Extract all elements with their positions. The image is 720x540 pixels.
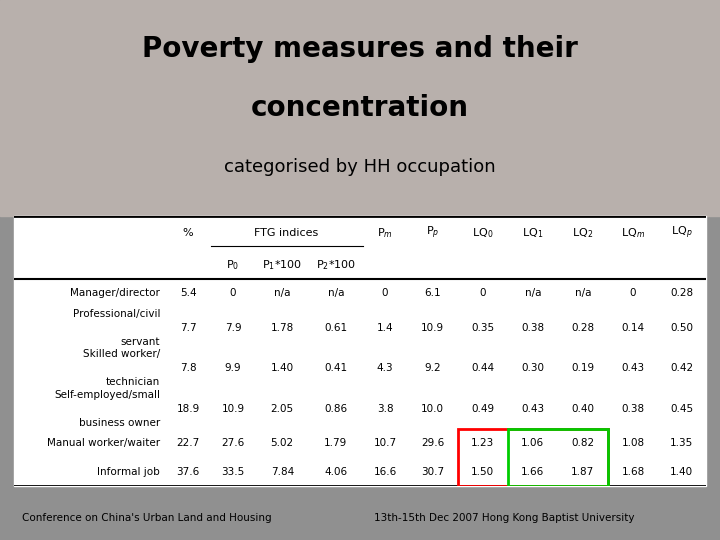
Text: 0.44: 0.44 [471, 363, 494, 373]
Text: 1.79: 1.79 [324, 438, 348, 448]
Text: n/a: n/a [328, 288, 344, 298]
Text: 10.9: 10.9 [421, 323, 444, 333]
Text: LQ$_m$: LQ$_m$ [621, 226, 645, 240]
Text: business owner: business owner [78, 417, 160, 428]
Text: P$_p$: P$_p$ [426, 225, 439, 241]
Text: n/a: n/a [575, 288, 591, 298]
Text: 29.6: 29.6 [421, 438, 444, 448]
Text: n/a: n/a [525, 288, 541, 298]
Text: 0.28: 0.28 [572, 323, 595, 333]
Text: 1.35: 1.35 [670, 438, 693, 448]
Text: P$_m$: P$_m$ [377, 226, 393, 240]
Text: concentration: concentration [251, 94, 469, 122]
Text: 0.19: 0.19 [572, 363, 595, 373]
Text: LQ$_2$: LQ$_2$ [572, 226, 593, 240]
Text: 27.6: 27.6 [221, 438, 245, 448]
Text: 13th-15th Dec 2007 Hong Kong Baptist University: 13th-15th Dec 2007 Hong Kong Baptist Uni… [374, 514, 635, 523]
Text: 0: 0 [382, 288, 388, 298]
Text: 0.86: 0.86 [324, 404, 347, 414]
Text: LQ$_1$: LQ$_1$ [522, 226, 544, 240]
Text: 18.9: 18.9 [176, 404, 199, 414]
Text: technician: technician [106, 377, 160, 387]
Text: 1.87: 1.87 [571, 467, 595, 477]
Text: 1.68: 1.68 [621, 467, 644, 477]
Text: 7.7: 7.7 [180, 323, 197, 333]
Text: 5.02: 5.02 [271, 438, 294, 448]
Text: 0.61: 0.61 [324, 323, 347, 333]
Text: 10.9: 10.9 [222, 404, 245, 414]
Text: Manual worker/waiter: Manual worker/waiter [47, 438, 160, 448]
Text: 0.41: 0.41 [324, 363, 347, 373]
Text: 1.4: 1.4 [377, 323, 393, 333]
Text: 0.30: 0.30 [521, 363, 544, 373]
Text: 1.40: 1.40 [670, 467, 693, 477]
Text: 0.45: 0.45 [670, 404, 693, 414]
Text: 0: 0 [480, 288, 486, 298]
Text: 10.0: 10.0 [421, 404, 444, 414]
Text: 33.5: 33.5 [221, 467, 245, 477]
Text: 0.35: 0.35 [471, 323, 494, 333]
Text: P$_0$: P$_0$ [226, 258, 240, 272]
Text: Conference on China's Urban Land and Housing: Conference on China's Urban Land and Hou… [22, 514, 271, 523]
Text: %: % [183, 228, 194, 238]
Text: 0.43: 0.43 [521, 404, 544, 414]
Bar [458, 429, 608, 486]
Text: 16.6: 16.6 [374, 467, 397, 477]
Text: P$_2$*100: P$_2$*100 [316, 258, 356, 272]
Text: 1.40: 1.40 [271, 363, 294, 373]
Text: 0.38: 0.38 [621, 404, 644, 414]
Text: Professional/civil: Professional/civil [73, 309, 160, 319]
Text: n/a: n/a [274, 288, 290, 298]
Text: 5.4: 5.4 [180, 288, 197, 298]
Text: Informal job: Informal job [97, 467, 160, 477]
Text: 4.3: 4.3 [377, 363, 393, 373]
Text: 0.14: 0.14 [621, 323, 644, 333]
Text: 1.08: 1.08 [621, 438, 644, 448]
Text: FTG indices: FTG indices [254, 228, 319, 238]
Text: 7.9: 7.9 [225, 323, 241, 333]
Text: Skilled worker/: Skilled worker/ [83, 349, 160, 359]
Text: 0.82: 0.82 [572, 438, 595, 448]
Text: 7.84: 7.84 [271, 467, 294, 477]
Text: LQ$_0$: LQ$_0$ [472, 226, 493, 240]
Text: 1.23: 1.23 [471, 438, 495, 448]
Text: LQ$_p$: LQ$_p$ [671, 225, 693, 241]
Text: 0.28: 0.28 [670, 288, 693, 298]
Text: Self-employed/small: Self-employed/small [54, 390, 160, 400]
Text: 22.7: 22.7 [176, 438, 199, 448]
Bar [508, 429, 608, 486]
Text: P$_1$*100: P$_1$*100 [262, 258, 302, 272]
Text: 0: 0 [630, 288, 636, 298]
Text: Manager/director: Manager/director [70, 288, 160, 298]
Text: Poverty measures and their: Poverty measures and their [142, 35, 578, 63]
Text: 0.43: 0.43 [621, 363, 644, 373]
Text: 0: 0 [230, 288, 236, 298]
Bar [0, 0, 720, 216]
Text: 9.2: 9.2 [424, 363, 441, 373]
Text: 0.42: 0.42 [670, 363, 693, 373]
Text: 7.8: 7.8 [180, 363, 197, 373]
Text: 0.40: 0.40 [572, 404, 595, 414]
Text: 0.50: 0.50 [670, 323, 693, 333]
Text: 4.06: 4.06 [324, 467, 347, 477]
Text: 1.06: 1.06 [521, 438, 544, 448]
Text: 3.8: 3.8 [377, 404, 393, 414]
Text: 0.49: 0.49 [471, 404, 494, 414]
Text: 1.78: 1.78 [271, 323, 294, 333]
Text: 9.9: 9.9 [225, 363, 241, 373]
Bar [14, 216, 706, 486]
Text: 1.50: 1.50 [471, 467, 494, 477]
Text: 2.05: 2.05 [271, 404, 294, 414]
Text: servant: servant [120, 336, 160, 347]
Text: 1.66: 1.66 [521, 467, 544, 477]
Text: categorised by HH occupation: categorised by HH occupation [224, 158, 496, 177]
Text: 10.7: 10.7 [374, 438, 397, 448]
Text: 6.1: 6.1 [424, 288, 441, 298]
Text: 37.6: 37.6 [176, 467, 199, 477]
Text: 30.7: 30.7 [421, 467, 444, 477]
Text: 0.38: 0.38 [521, 323, 544, 333]
